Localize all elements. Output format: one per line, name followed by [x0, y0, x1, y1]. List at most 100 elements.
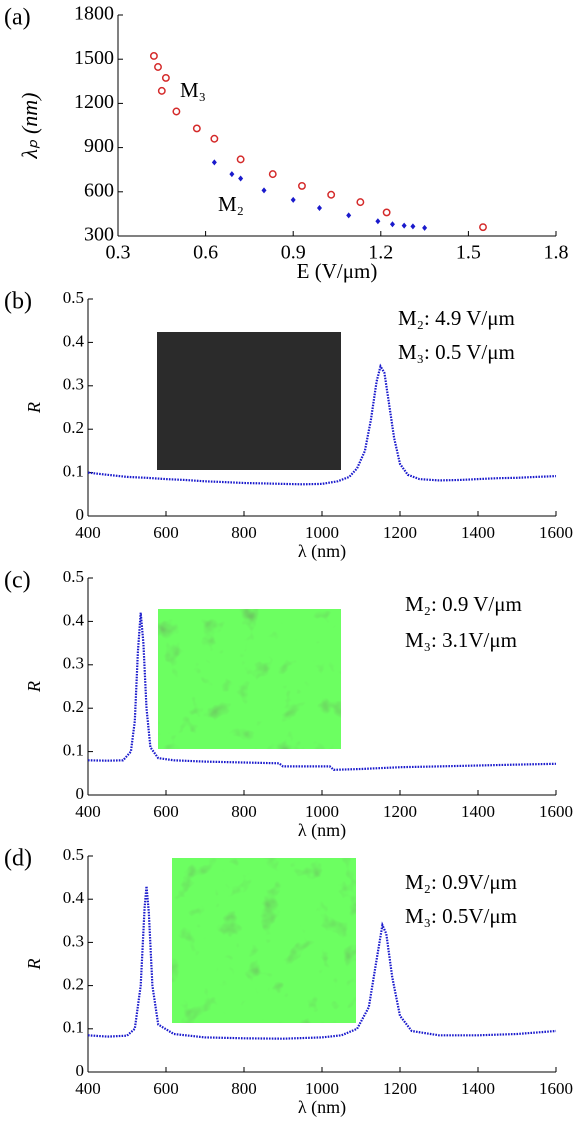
- x-tick-label: 1200: [383, 523, 417, 542]
- x-tick-label: 1600: [539, 523, 573, 542]
- y-tick-label: 0: [76, 505, 85, 524]
- x-tick-label: 800: [231, 1079, 257, 1098]
- y-tick-label: 0.2: [63, 975, 84, 994]
- point: [346, 212, 352, 219]
- x-tick-label: 0.9: [281, 242, 306, 264]
- x-tick-label: 1.2: [368, 242, 393, 264]
- y-tick-label: 0.2: [63, 697, 84, 716]
- x-tick-label: 1400: [461, 523, 495, 542]
- y-tick-label: 0.1: [63, 741, 84, 760]
- point: [161, 73, 170, 82]
- y-tick-label: 900: [84, 135, 114, 157]
- point: [401, 222, 407, 229]
- point: [149, 52, 158, 60]
- y-tick-label: 0.2: [63, 418, 84, 437]
- spectrum-line: [87, 886, 557, 1040]
- point: [236, 155, 245, 164]
- x-tick-label: 1400: [461, 802, 495, 821]
- annotation: M₃: 0.5 V/μm: [398, 340, 515, 364]
- point: [211, 159, 217, 166]
- y-axis-label: R: [24, 402, 44, 414]
- x-tick-label: 1.5: [456, 242, 481, 264]
- annotation: M₂: 0.9V/μm: [405, 870, 517, 894]
- x-tick-label: 600: [153, 1079, 179, 1098]
- y-tick-label: 0.1: [63, 462, 84, 481]
- y-tick-label: 1500: [74, 47, 114, 69]
- x-tick-label: 0.3: [106, 242, 131, 264]
- point: [316, 205, 322, 212]
- y-tick-label: 0.4: [63, 888, 85, 907]
- panel-label: (b): [4, 289, 32, 315]
- x-axis-label: λ (nm): [298, 820, 346, 841]
- x-tick-label: 1400: [461, 1079, 495, 1098]
- x-tick-label: 1.8: [544, 242, 569, 264]
- point: [229, 171, 235, 178]
- point: [192, 124, 201, 133]
- y-axis-label: R: [24, 681, 44, 693]
- point: [261, 187, 267, 194]
- y-axis-label: R: [24, 959, 44, 971]
- micrograph: [172, 858, 356, 1023]
- x-tick-label: 1200: [383, 1079, 417, 1098]
- y-tick-label: 0.3: [63, 931, 84, 950]
- annotation: M₂: 0.9 V/μm: [405, 592, 522, 616]
- y-tick-label: 600: [84, 179, 114, 201]
- point: [238, 175, 244, 182]
- y-tick-label: 0.5: [63, 845, 84, 864]
- x-tick-label: 1600: [539, 802, 573, 821]
- y-tick-label: 0.5: [63, 567, 84, 586]
- x-tick-label: 0.6: [193, 242, 218, 264]
- point: [157, 86, 166, 95]
- point: [410, 223, 416, 230]
- spectrum-line: [87, 363, 557, 486]
- micrograph: [158, 609, 341, 749]
- point: [268, 170, 277, 179]
- y-tick-label: 300: [84, 224, 114, 246]
- point: [154, 63, 162, 71]
- x-tick-label: 1000: [305, 523, 339, 542]
- panel-label: (d): [4, 846, 32, 872]
- y-tick-label: 0.3: [63, 375, 84, 394]
- y-tick-label: 0.5: [63, 288, 84, 307]
- x-axis-label: λ (nm): [298, 1097, 346, 1118]
- point: [172, 107, 181, 116]
- x-tick-label: 1000: [305, 1079, 339, 1098]
- x-tick-label: 1000: [305, 802, 339, 821]
- point: [290, 196, 296, 203]
- y-tick-label: 0.1: [63, 1018, 84, 1037]
- annotation: M₃: 3.1V/μm: [405, 628, 517, 652]
- y-axis-label: λₚ (nm): [17, 93, 42, 160]
- x-tick-label: 600: [153, 802, 179, 821]
- y-tick-label: 0.4: [63, 331, 85, 350]
- y-tick-label: 1200: [74, 91, 114, 113]
- point: [298, 181, 306, 190]
- point: [382, 208, 391, 217]
- spectrum-line: [87, 612, 557, 771]
- series-label: M₃: [180, 78, 206, 102]
- panel-label: (c): [4, 568, 31, 594]
- point: [479, 223, 487, 232]
- annotation: M₃: 0.5V/μm: [405, 904, 517, 928]
- micrograph: [157, 332, 341, 470]
- x-axis-label: E (V/μm): [297, 259, 378, 283]
- annotation: M₂: 4.9 V/μm: [398, 306, 515, 330]
- x-tick-label: 800: [231, 802, 257, 821]
- y-tick-label: 0: [76, 1061, 85, 1080]
- x-tick-label: 400: [75, 1079, 101, 1098]
- x-tick-label: 1200: [383, 802, 417, 821]
- x-tick-label: 1600: [539, 1079, 573, 1098]
- y-tick-label: 0.4: [63, 610, 85, 629]
- x-axis-label: λ (nm): [298, 541, 346, 562]
- x-tick-label: 400: [75, 523, 101, 542]
- x-tick-label: 400: [75, 802, 101, 821]
- x-tick-label: 600: [153, 523, 179, 542]
- y-tick-label: 1800: [74, 3, 114, 25]
- point: [327, 190, 336, 199]
- point: [422, 224, 428, 231]
- y-tick-label: 0.3: [63, 654, 84, 673]
- y-tick-label: 0: [76, 784, 85, 803]
- point: [356, 198, 365, 207]
- point: [210, 134, 219, 143]
- x-tick-label: 800: [231, 523, 257, 542]
